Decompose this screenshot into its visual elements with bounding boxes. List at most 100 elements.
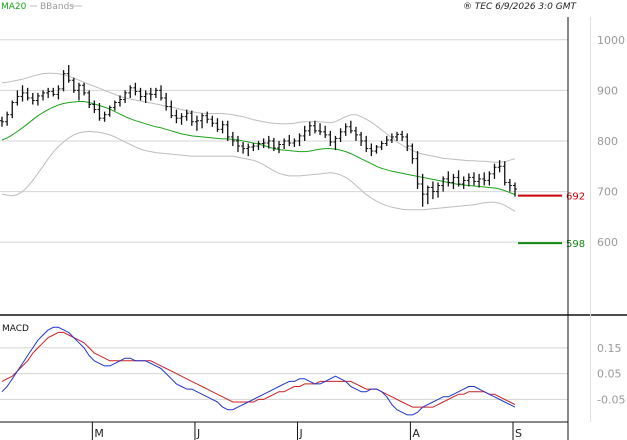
price-bar: [128, 85, 133, 98]
price-bar: [189, 110, 194, 126]
price-bar: [271, 137, 276, 152]
macd-ytick-label: 0.05: [597, 368, 622, 381]
price-bar: [46, 87, 51, 98]
month-tick-label: M: [94, 427, 104, 440]
month-tick-label: J: [196, 427, 200, 440]
price-bar: [425, 185, 430, 205]
price-bar: [235, 135, 240, 153]
price-bar: [374, 145, 379, 154]
price-bar: [143, 90, 148, 104]
price-bar: [456, 170, 461, 187]
price-bar: [482, 172, 487, 186]
price-bar: [56, 85, 61, 100]
price-bar: [487, 171, 492, 186]
price-bar: [15, 90, 20, 106]
price-bar: [215, 118, 220, 132]
price-bar: [10, 100, 15, 119]
price-ytick-label: 700: [597, 186, 618, 199]
price-bar: [405, 133, 410, 152]
price-bar: [353, 126, 358, 141]
price-bar: [76, 82, 81, 101]
price-bar: [348, 120, 353, 134]
price-ytick-label: 600: [597, 236, 618, 249]
price-bar: [446, 171, 451, 187]
macd-title: MACD: [2, 324, 29, 334]
price-bar: [292, 138, 297, 148]
price-bar: [246, 143, 251, 157]
price-bar: [430, 181, 435, 200]
price-bar: [25, 87, 30, 101]
axes-layer: 1000 900 800 700 600 0.15 0.05 -0.05 M J J A S: [0, 17, 627, 440]
price-bar: [400, 130, 405, 141]
price-bar: [436, 182, 441, 198]
price-bar: [210, 115, 215, 127]
price-bar: [41, 90, 46, 101]
price-bar: [389, 133, 394, 143]
price-bar: [87, 90, 92, 109]
price-bar: [297, 133, 302, 147]
month-tick-label: J: [299, 427, 303, 440]
price-bar: [441, 176, 446, 192]
month-tick-label: A: [412, 427, 420, 440]
price-bar: [164, 92, 169, 111]
price-bar: [256, 140, 261, 151]
price-bar: [133, 82, 138, 96]
price-ytick-label: 1000: [597, 34, 625, 47]
price-bar: [102, 111, 107, 122]
price-bar: [205, 111, 210, 124]
price-bar: [225, 120, 230, 141]
price-bar: [35, 92, 40, 106]
price-bar: [107, 105, 112, 117]
price-bar: [477, 173, 482, 188]
price-bar: [507, 178, 512, 192]
price-bar: [169, 100, 174, 119]
price-bar: [466, 173, 471, 187]
price-bar: [0, 116, 4, 127]
price-bar: [153, 87, 158, 98]
price-bar: [359, 131, 364, 147]
macd-lines: [1, 326, 516, 416]
price-bar: [369, 143, 374, 157]
price-bar: [492, 163, 497, 179]
price-bar: [184, 109, 189, 121]
price-bar: [159, 85, 164, 101]
price-bar: [333, 135, 338, 151]
price-bar: [92, 100, 97, 114]
bbands-upper-line: [1, 72, 516, 163]
macd-line: [1, 326, 516, 416]
price-bar: [415, 151, 420, 190]
price-bar: [194, 115, 199, 131]
macd-signal-line: [1, 331, 516, 408]
macd-ytick-label: 0.15: [597, 342, 622, 355]
price-bar: [241, 141, 246, 154]
price-bar: [230, 131, 235, 147]
price-bar: [364, 135, 369, 153]
price-bar: [200, 113, 205, 129]
price-bar: [30, 92, 35, 105]
price-bar: [497, 160, 502, 173]
price-ytick-label: 900: [597, 84, 618, 97]
price-ytick-label: 800: [597, 135, 618, 148]
price-bar: [384, 135, 389, 147]
bbands-lower-line: [1, 130, 516, 212]
price-bar: [338, 128, 343, 142]
price-bar: [261, 138, 266, 149]
price-bar: [471, 172, 476, 186]
price-bar: [82, 82, 87, 96]
legend-bbands: BBands: [40, 2, 74, 12]
price-bar: [287, 134, 292, 147]
price-bar: [461, 176, 466, 190]
price-bar: [51, 87, 56, 97]
price-bar: [179, 113, 184, 125]
price-bar: [502, 161, 507, 186]
bollinger-bands: [1, 72, 516, 212]
price-bar: [328, 130, 333, 147]
macd-ytick-label: -0.05: [597, 393, 625, 406]
price-bar: [251, 142, 256, 152]
price-bar: [307, 121, 312, 136]
price-bar: [302, 125, 307, 141]
price-bar: [220, 120, 225, 134]
price-bar: [20, 85, 25, 102]
price-bar: [66, 65, 71, 83]
